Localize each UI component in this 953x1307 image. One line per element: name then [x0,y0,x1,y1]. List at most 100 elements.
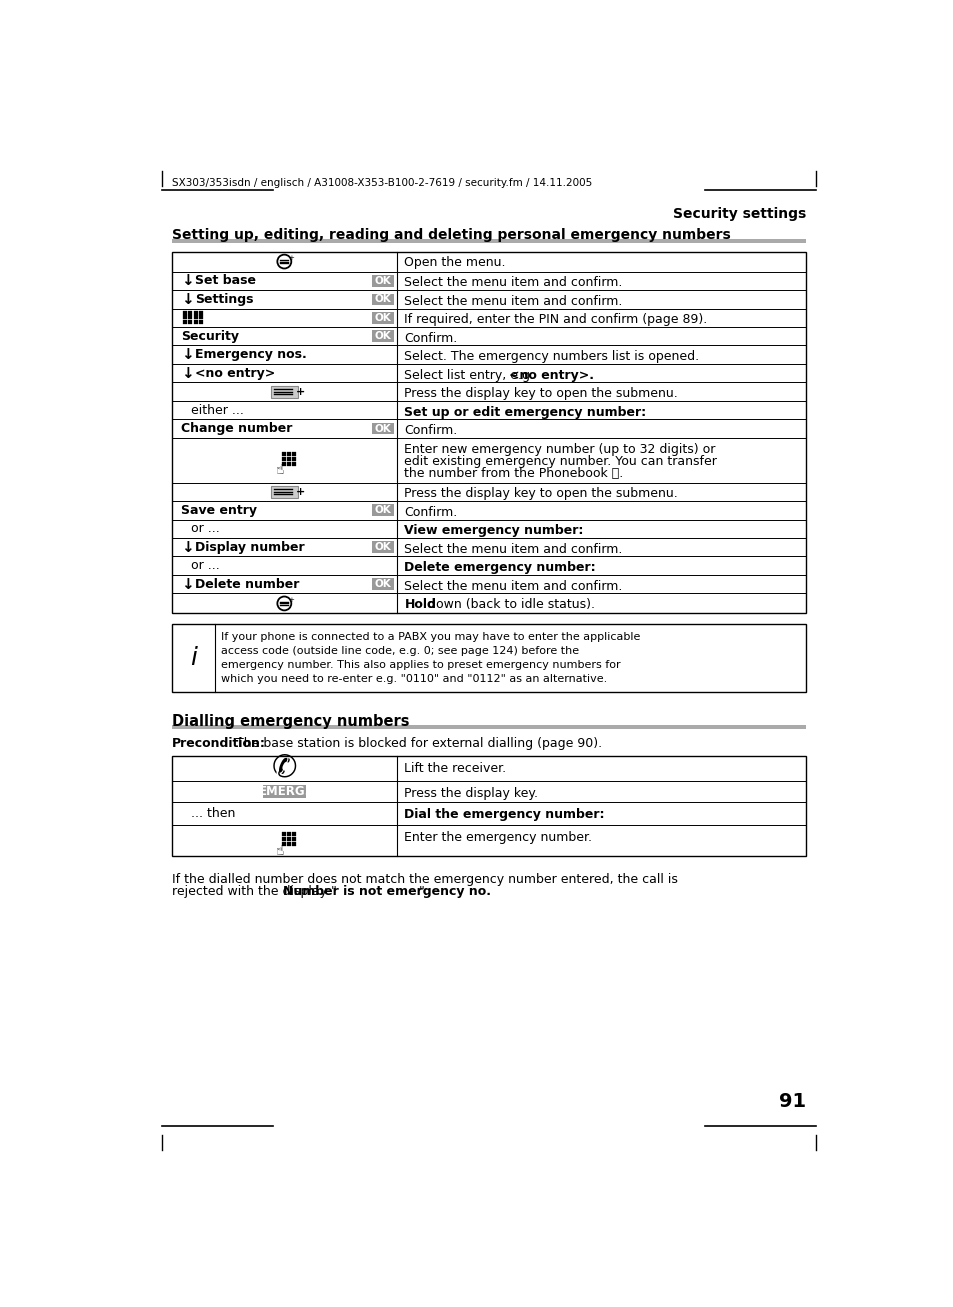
Bar [282,461,286,465]
Text: Dial the emergency number:: Dial the emergency number: [404,808,604,821]
Text: Open the menu.: Open the menu. [404,256,505,269]
Bar [372,505,394,516]
Text: i: i [190,646,196,670]
Text: ↓: ↓ [181,291,193,307]
Bar [188,311,192,315]
Text: Enter new emergency number (up to 32 digits) or: Enter new emergency number (up to 32 dig… [404,443,715,456]
Text: +: + [295,387,305,397]
Text: <no entry>.: <no entry>. [508,369,593,382]
Text: OK: OK [374,542,391,553]
Text: If the dialled number does not match the emergency number entered, the call is: If the dialled number does not match the… [172,873,678,886]
Bar [193,320,197,324]
Text: Press the display key to open the submenu.: Press the display key to open the submen… [404,488,678,501]
Bar [271,486,297,498]
Text: Select the menu item and confirm.: Select the menu item and confirm. [404,276,622,289]
Text: down (back to idle status).: down (back to idle status). [423,599,594,612]
Text: OK: OK [374,312,391,323]
Bar [292,461,295,465]
Text: OK: OK [374,294,391,305]
Text: Security: Security [181,329,239,342]
Text: +: + [288,255,294,261]
Text: Select the menu item and confirm.: Select the menu item and confirm. [404,294,622,307]
Text: ☝: ☝ [275,463,284,477]
Bar [172,625,805,691]
Bar [188,315,192,319]
Bar [263,784,305,797]
Text: Save entry: Save entry [181,503,257,516]
Text: If your phone is connected to a PABX you may have to enter the applicable: If your phone is connected to a PABX you… [220,631,639,642]
Text: SX303/353isdn / englisch / A31008-X353-B100-2-7619 / security.fm / 14.11.2005: SX303/353isdn / englisch / A31008-X353-B… [172,178,592,188]
Bar [282,452,286,456]
Text: ↓: ↓ [181,576,193,592]
Text: Precondition:: Precondition: [172,737,266,750]
Text: Press the display key.: Press the display key. [404,787,537,800]
Text: the number from the Phonebook Ⓔ.: the number from the Phonebook Ⓔ. [404,467,623,480]
Text: either ...: either ... [192,404,244,417]
Text: ↓: ↓ [181,273,193,289]
Text: Lift the receiver.: Lift the receiver. [404,762,506,775]
Text: Set base: Set base [195,274,256,288]
Bar [292,452,295,456]
Bar [172,755,805,856]
Text: Enter the emergency number.: Enter the emergency number. [404,831,592,844]
Text: or ...: or ... [192,523,220,536]
Bar [287,838,291,840]
Text: ☝: ☝ [275,844,284,857]
Bar [372,312,394,324]
Text: The base station is blocked for external dialling (page 90).: The base station is blocked for external… [232,737,601,750]
Text: Settings: Settings [195,293,253,306]
Text: ↓: ↓ [181,366,193,380]
Text: Select the menu item and confirm.: Select the menu item and confirm. [404,542,622,555]
Text: Emergency nos.: Emergency nos. [195,348,307,361]
Bar [172,239,805,243]
Bar [172,251,805,613]
Bar [199,315,203,319]
Bar [292,456,295,460]
Text: edit existing emergency number. You can transfer: edit existing emergency number. You can … [404,455,717,468]
Text: OK: OK [374,423,391,434]
Text: Display number: Display number [195,541,305,554]
Bar [282,456,286,460]
Bar [193,315,197,319]
Text: OK: OK [374,276,391,286]
Text: +: + [295,486,305,497]
Text: If required, enter the PIN and confirm (page 89).: If required, enter the PIN and confirm (… [404,314,707,327]
Text: rejected with the display ": rejected with the display " [172,885,336,898]
Text: View emergency number:: View emergency number: [404,524,583,537]
Text: Security settings: Security settings [672,207,805,221]
Bar [372,331,394,342]
Text: which you need to re-enter e.g. "0110" and "0112" as an alternative.: which you need to re-enter e.g. "0110" a… [220,673,606,684]
Bar [282,833,286,836]
Text: ... then: ... then [192,808,235,821]
Text: Hold: Hold [404,599,436,612]
Text: Set up or edit emergency number:: Set up or edit emergency number: [404,405,646,418]
Text: Number is not emergency no.: Number is not emergency no. [282,885,490,898]
Text: +: + [288,597,294,604]
Text: Delete number: Delete number [195,578,299,591]
Bar [282,842,286,846]
Bar [292,838,295,840]
Bar [199,320,203,324]
Bar [372,579,394,589]
Bar [199,311,203,315]
Text: OK: OK [374,331,391,341]
Bar [372,541,394,553]
Text: Setting up, editing, reading and deleting personal emergency numbers: Setting up, editing, reading and deletin… [172,229,730,243]
Bar [188,320,192,324]
Text: Select list entry, e.g.: Select list entry, e.g. [404,369,537,382]
Text: <no entry>: <no entry> [195,367,275,380]
Text: Confirm.: Confirm. [404,423,457,437]
Bar [193,311,197,315]
Text: ↓: ↓ [181,540,193,554]
Bar [292,842,295,846]
Bar [372,294,394,305]
Bar [287,842,291,846]
Text: access code (outside line code, e.g. 0; see page 124) before the: access code (outside line code, e.g. 0; … [220,646,578,656]
Text: EMERG.: EMERG. [258,784,310,797]
Bar [183,315,187,319]
Text: 91: 91 [778,1093,805,1111]
Text: Press the display key to open the submenu.: Press the display key to open the submen… [404,387,678,400]
Bar [287,452,291,456]
Bar [372,274,394,286]
Text: Select the menu item and confirm.: Select the menu item and confirm. [404,579,622,592]
